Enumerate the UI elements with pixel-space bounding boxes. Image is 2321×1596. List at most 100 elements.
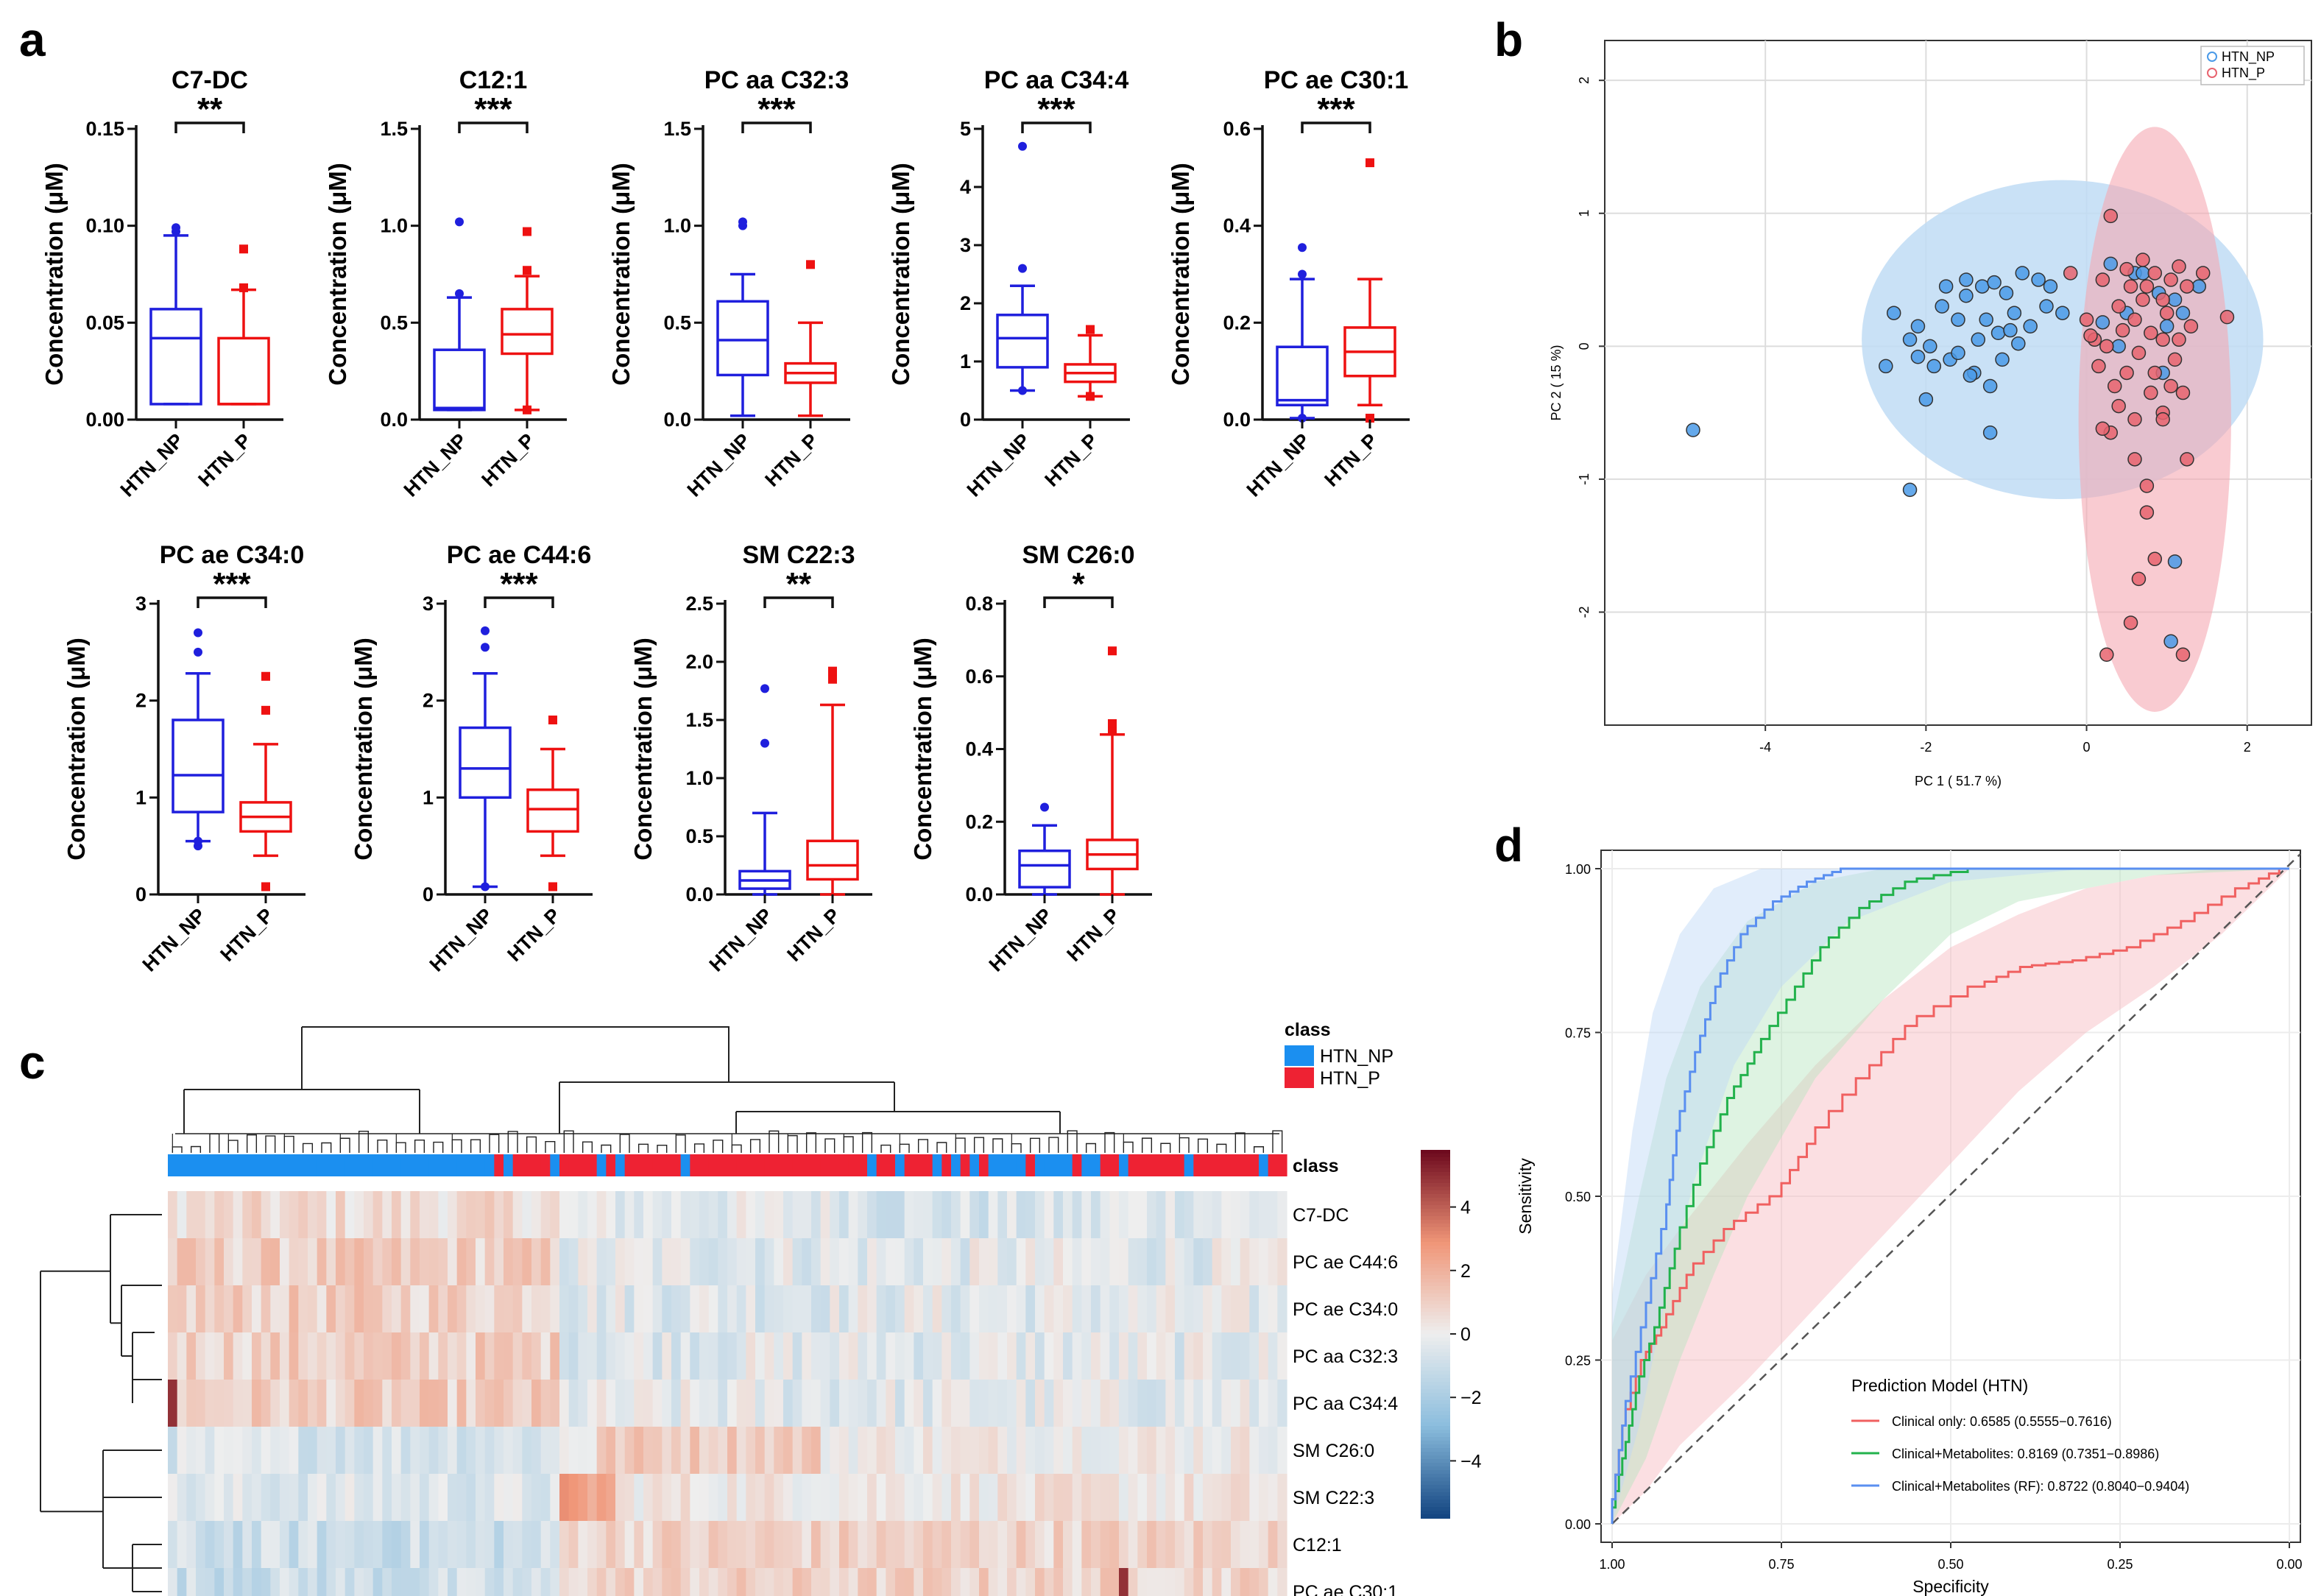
heatmap-cell bbox=[923, 1238, 933, 1286]
heatmap-cell bbox=[634, 1238, 644, 1286]
heatmap-cell bbox=[512, 1568, 523, 1596]
y-tick-label: 1.0 bbox=[663, 215, 691, 237]
y-axis-label: Sensitivity bbox=[1516, 1158, 1535, 1235]
heatmap-cell bbox=[280, 1191, 290, 1239]
heatmap-cell bbox=[559, 1521, 570, 1569]
heatmap-cell bbox=[214, 1285, 225, 1333]
heatmap-cell bbox=[997, 1332, 1008, 1380]
heatmap-cell bbox=[1259, 1380, 1269, 1427]
dendrogram-leaf bbox=[563, 1130, 574, 1153]
heatmap-cell bbox=[1203, 1332, 1213, 1380]
heatmap-cell bbox=[802, 1474, 812, 1522]
y-tick-label: 0.75 bbox=[1565, 1026, 1591, 1041]
box-htn-np bbox=[433, 217, 486, 412]
color-scale-step bbox=[1421, 1249, 1450, 1254]
heatmap-cell bbox=[252, 1191, 262, 1239]
class-cell bbox=[820, 1154, 830, 1176]
heatmap-cell bbox=[456, 1238, 467, 1286]
color-scale-step bbox=[1421, 1334, 1450, 1338]
heatmap-cell bbox=[895, 1568, 905, 1596]
heatmap-cell bbox=[1119, 1568, 1129, 1596]
heatmap-cell bbox=[186, 1332, 197, 1380]
heatmap-cell bbox=[1109, 1568, 1120, 1596]
class-cell bbox=[876, 1154, 886, 1176]
heatmap-cell bbox=[923, 1380, 933, 1427]
dendrogram-branch bbox=[121, 1285, 162, 1357]
dendrogram-leaf bbox=[507, 1131, 518, 1153]
heatmap-cell bbox=[1137, 1568, 1148, 1596]
heatmap-cell bbox=[252, 1568, 262, 1596]
heatmap-cell bbox=[364, 1285, 374, 1333]
heatmap-cell bbox=[270, 1427, 280, 1475]
color-scale-step bbox=[1421, 1216, 1450, 1221]
heatmap-cell bbox=[372, 1474, 383, 1522]
outlier-point bbox=[172, 223, 180, 233]
heatmap-cell bbox=[867, 1474, 877, 1522]
color-scale-step bbox=[1421, 1415, 1450, 1419]
heatmap-row-label: PC aa C34:4 bbox=[1293, 1394, 1398, 1414]
scatter-point-htn-p bbox=[2147, 551, 2163, 567]
heatmap-cell bbox=[550, 1191, 560, 1239]
class-legend-title: class bbox=[1285, 1020, 1331, 1040]
boxplot-title: SM C26:0 bbox=[1022, 541, 1134, 569]
heatmap-cell bbox=[942, 1285, 952, 1333]
heatmap-cell bbox=[550, 1380, 560, 1427]
heatmap-cell bbox=[951, 1332, 961, 1380]
heatmap-cell bbox=[364, 1332, 374, 1380]
heatmap-cell bbox=[438, 1521, 448, 1569]
heatmap-cell bbox=[587, 1380, 598, 1427]
heatmap-cell bbox=[280, 1568, 290, 1596]
heatmap-cell bbox=[448, 1427, 458, 1475]
heatmap-cell bbox=[1081, 1568, 1092, 1596]
heatmap-cell bbox=[876, 1521, 886, 1569]
heatmap-cell bbox=[671, 1332, 682, 1380]
box-iqr bbox=[459, 726, 512, 799]
class-cell bbox=[708, 1154, 718, 1176]
heatmap-cell bbox=[186, 1427, 197, 1475]
scatter-point-htn-np bbox=[2103, 256, 2119, 272]
heatmap-cell bbox=[1025, 1521, 1036, 1569]
heatmap-cell bbox=[568, 1380, 579, 1427]
class-cell bbox=[802, 1154, 812, 1176]
heatmap-cell bbox=[662, 1521, 672, 1569]
color-scale-step bbox=[1421, 1463, 1450, 1467]
legend-label: Clinical only: 0.6585 (0.5555−0.7616) bbox=[1892, 1414, 2112, 1429]
heatmap-cell bbox=[345, 1427, 355, 1475]
x-tick-label: HTN_P bbox=[1040, 429, 1102, 491]
heatmap-cell bbox=[755, 1285, 766, 1333]
heatmap-cell bbox=[466, 1521, 476, 1569]
dendrogram-leaf bbox=[936, 1142, 947, 1153]
class-cell bbox=[792, 1154, 802, 1176]
heatmap-cell bbox=[531, 1191, 542, 1239]
heatmap-cell bbox=[811, 1521, 822, 1569]
heatmap-cell bbox=[317, 1380, 327, 1427]
heatmap-cell bbox=[1053, 1332, 1064, 1380]
heatmap-cell bbox=[755, 1427, 766, 1475]
class-cell bbox=[476, 1154, 486, 1176]
heatmap-cell bbox=[205, 1568, 215, 1596]
heatmap-cell bbox=[1007, 1238, 1017, 1286]
scatter-point-htn-p bbox=[2099, 647, 2114, 663]
heatmap-cell bbox=[792, 1238, 802, 1286]
heatmap-cell bbox=[1016, 1568, 1026, 1596]
significance-stars: ** bbox=[786, 566, 812, 602]
heatmap-cell bbox=[914, 1285, 924, 1333]
class-cell bbox=[336, 1154, 346, 1176]
heatmap-cell bbox=[1231, 1332, 1241, 1380]
heatmap-cell bbox=[242, 1332, 252, 1380]
heatmap-cell bbox=[736, 1238, 746, 1286]
boxplot-title: PC ae C44:6 bbox=[447, 541, 592, 569]
heatmap-cell bbox=[634, 1521, 644, 1569]
heatmap-cell bbox=[596, 1380, 607, 1427]
color-scale-step bbox=[1421, 1268, 1450, 1272]
heatmap-cell bbox=[372, 1332, 383, 1380]
heatmap-cell bbox=[820, 1474, 830, 1522]
heatmap-cell bbox=[428, 1568, 439, 1596]
heatmap-cell bbox=[1053, 1285, 1064, 1333]
heatmap-cell bbox=[1277, 1191, 1287, 1239]
color-scale-step bbox=[1421, 1396, 1450, 1401]
scatter-point-htn-np bbox=[1963, 368, 1978, 383]
heatmap-cell bbox=[662, 1238, 672, 1286]
